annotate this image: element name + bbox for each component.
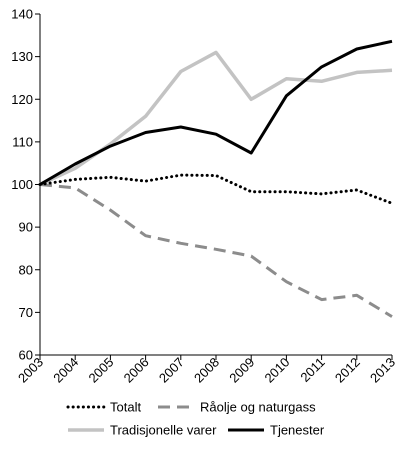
y-tick-label: 70 (19, 305, 33, 320)
x-tick-label: 2007 (156, 355, 187, 386)
x-tick-label: 2013 (367, 355, 398, 386)
y-tick-label: 130 (11, 49, 33, 64)
series-line-tjenester (39, 39, 393, 186)
y-tick-label: 90 (19, 220, 33, 235)
x-tick-label: 2009 (226, 355, 257, 386)
x-tick-label: 2005 (85, 355, 116, 386)
series-line-r-olje-og-naturgass (39, 183, 393, 318)
y-tick-label: 120 (11, 92, 33, 107)
x-tick-label: 2004 (50, 355, 81, 386)
legend-label: Totalt (110, 400, 141, 415)
x-tick-label: 2008 (191, 355, 222, 386)
legend: Totalt Råolje og naturgass Tradisjonelle v… (66, 400, 325, 438)
y-tick-label: 140 (11, 7, 33, 22)
x-tick-label: 2011 (297, 355, 327, 385)
y-tick-label: 100 (11, 177, 33, 192)
legend-label: Tradisjonelle varer (110, 423, 217, 438)
legend-label: Råolje og naturgass (200, 400, 316, 415)
x-tick-label: 2010 (261, 355, 292, 386)
x-tick-label: 2012 (332, 355, 363, 386)
x-tick-label: 2006 (121, 355, 152, 386)
series-layer (38, 39, 394, 318)
y-tick-label: 110 (12, 134, 33, 149)
series-line-totalt (38, 173, 394, 205)
y-tick-label: 80 (19, 262, 33, 277)
series-line-tradisjonelle-varer (39, 50, 393, 187)
y-tick-label: 60 (19, 348, 33, 363)
legend-label: Tjenester (270, 423, 325, 438)
